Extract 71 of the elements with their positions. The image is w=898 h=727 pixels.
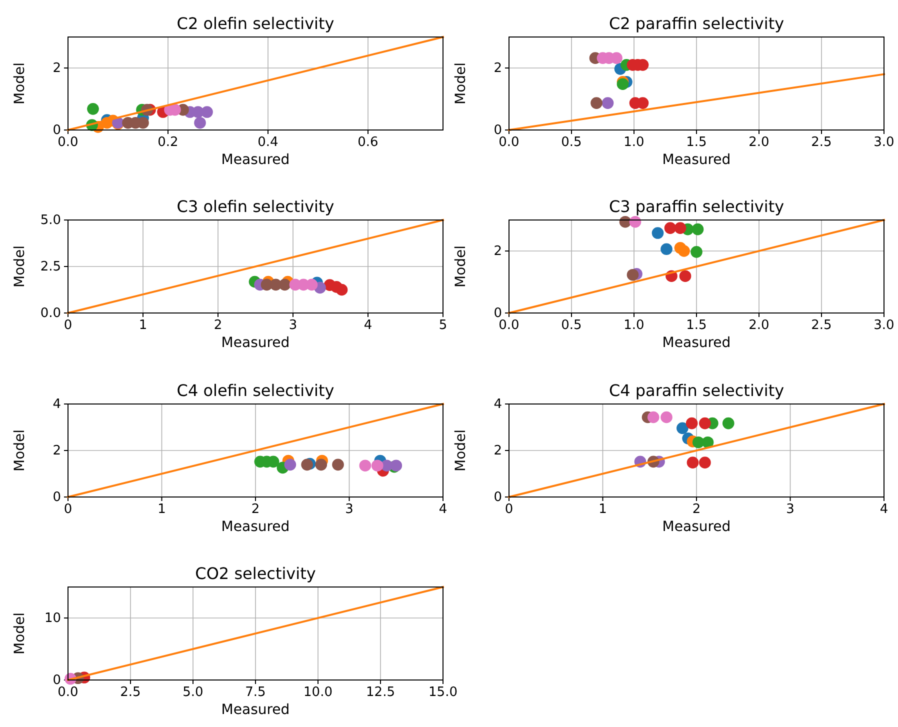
x-tick-label: 1 <box>138 318 148 334</box>
x-tick-label: 2 <box>251 502 260 518</box>
y-tick-label: 2 <box>494 444 502 459</box>
x-tick-label: 2.5 <box>120 685 141 700</box>
y-axis-title: Model <box>12 62 28 105</box>
x-tick-label: 1.0 <box>624 318 644 334</box>
x-tick-label: 4 <box>438 502 448 518</box>
y-tick-label: 0 <box>52 490 61 506</box>
x-tick-label: 1.5 <box>686 135 707 150</box>
y-tick-label: 2 <box>494 244 502 260</box>
x-tick-label: 2.0 <box>748 318 770 334</box>
y-axis-title: Model <box>453 429 469 472</box>
y-tick-label: 10 <box>44 611 61 626</box>
chart-title: C2 olefin selectivity <box>176 14 334 33</box>
x-tick-label: 2 <box>692 502 701 518</box>
x-tick-label: 5.0 <box>182 685 204 700</box>
x-axis-title: Measured <box>662 519 731 535</box>
x-tick-label: 3 <box>345 502 354 518</box>
x-tick-label: 4 <box>880 502 888 518</box>
x-tick-label: 0.5 <box>561 318 582 334</box>
x-tick-label: 0.2 <box>158 135 178 150</box>
x-tick-label: 0.4 <box>258 135 278 150</box>
x-tick-label: 3.0 <box>874 135 894 150</box>
y-tick-label: 4 <box>52 397 61 412</box>
x-tick-label: 5 <box>438 318 448 334</box>
x-tick-label: 2.5 <box>811 135 832 150</box>
y-axis-title: Model <box>453 62 469 105</box>
y-tick-label: 2 <box>52 444 61 459</box>
x-tick-label: 4 <box>364 318 372 334</box>
y-tick-label: 5.0 <box>40 213 61 228</box>
x-axis-title: Measured <box>221 152 290 168</box>
chart-title: CO2 selectivity <box>195 564 316 583</box>
x-tick-label: 2.5 <box>811 318 832 334</box>
y-tick-label: 0.0 <box>40 306 61 322</box>
x-tick-label: 0 <box>504 502 514 518</box>
x-tick-label: 1.0 <box>624 135 644 150</box>
y-tick-label: 4 <box>494 397 502 412</box>
y-axis-title: Model <box>12 429 28 472</box>
x-axis-title: Measured <box>221 519 290 535</box>
x-tick-label: 10.0 <box>304 685 332 700</box>
x-axis-title: Measured <box>662 335 731 351</box>
x-tick-label: 1 <box>158 502 166 518</box>
y-axis-title: Model <box>12 245 28 288</box>
x-tick-label: 1 <box>598 502 607 518</box>
chart-title: C3 paraffin selectivity <box>608 197 784 216</box>
chart-title: C4 olefin selectivity <box>176 381 334 400</box>
x-tick-label: 0.6 <box>358 135 378 150</box>
chart-title: C2 paraffin selectivity <box>608 14 784 33</box>
x-tick-label: 2 <box>214 318 222 334</box>
x-axis-title: Measured <box>662 152 731 168</box>
x-axis-title: Measured <box>221 335 290 351</box>
x-tick-label: 15.0 <box>428 685 458 700</box>
y-tick-label: 2 <box>494 61 502 76</box>
x-tick-label: 0.5 <box>561 135 582 150</box>
x-tick-label: 3 <box>786 502 794 518</box>
y-tick-label: 2.5 <box>40 260 61 275</box>
x-tick-label: 3 <box>288 318 298 334</box>
x-tick-label: 3.0 <box>874 318 894 334</box>
chart-title: C3 olefin selectivity <box>176 197 334 216</box>
chart-title: C4 paraffin selectivity <box>608 381 784 400</box>
y-tick-label: 2 <box>52 61 61 76</box>
y-axis-title: Model <box>12 612 28 655</box>
x-axis-title: Measured <box>221 702 290 718</box>
x-tick-label: 0 <box>64 318 72 334</box>
x-tick-label: 2.0 <box>748 135 770 150</box>
x-tick-label: 12.5 <box>366 685 395 700</box>
y-tick-label: 0 <box>494 490 502 506</box>
y-axis-title: Model <box>453 245 469 288</box>
x-tick-label: 0 <box>64 502 72 518</box>
x-tick-label: 7.5 <box>245 685 266 700</box>
x-tick-label: 1.5 <box>686 318 707 334</box>
